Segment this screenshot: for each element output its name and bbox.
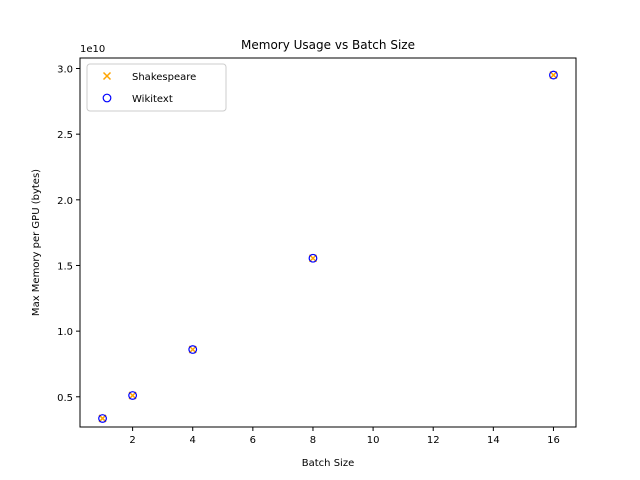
legend-circle-marker [102,93,112,103]
y-scale-label: 1e10 [80,44,105,55]
circle-marker-point [98,414,107,423]
y-tick-label: 2.0 [57,196,73,207]
y-axis-label: Max Memory per GPU (bytes) [31,169,42,316]
x-marker-point [549,71,558,80]
x-tick-label: 14 [487,435,500,446]
plot-frame [79,57,577,428]
legend: Shakespeare Wikitext [86,63,227,112]
x-axis-label: Batch Size [302,458,354,469]
data-points [98,70,558,423]
legend-label: Shakespeare [132,72,196,83]
circle-marker-point [549,70,558,80]
y-tick-label: 1.5 [57,261,73,272]
legend-label: Wikitext [132,94,173,105]
y-tick-label: 0.5 [57,393,73,404]
x-tick-label: 6 [250,435,256,446]
y-tick-label: 2.5 [57,130,73,141]
x-tick-label: 16 [547,435,560,446]
legend-box [86,63,227,112]
x-tick-label: 2 [129,435,135,446]
x-marker-point [188,345,197,354]
x-tick-label: 8 [310,435,316,446]
y-tick-label: 3.0 [57,65,73,76]
x-tick-label: 4 [190,435,196,446]
chart-title: Memory Usage vs Batch Size [241,38,415,52]
circle-marker-point [128,391,138,400]
y-axis-ticks: 0.5 1.0 1.5 2.0 2.5 3.0 [57,65,80,404]
circle-marker-point [188,345,198,354]
x-marker-point [128,391,137,400]
x-tick-label: 10 [367,435,380,446]
legend-x-marker [102,71,112,81]
x-marker-point [308,254,318,263]
y-tick-label: 1.0 [57,327,73,338]
x-marker-point [98,414,107,423]
circle-marker-point [308,253,318,263]
x-axis-ticks: 2 4 6 8 10 12 14 16 [129,427,560,446]
x-tick-label: 12 [427,435,440,446]
